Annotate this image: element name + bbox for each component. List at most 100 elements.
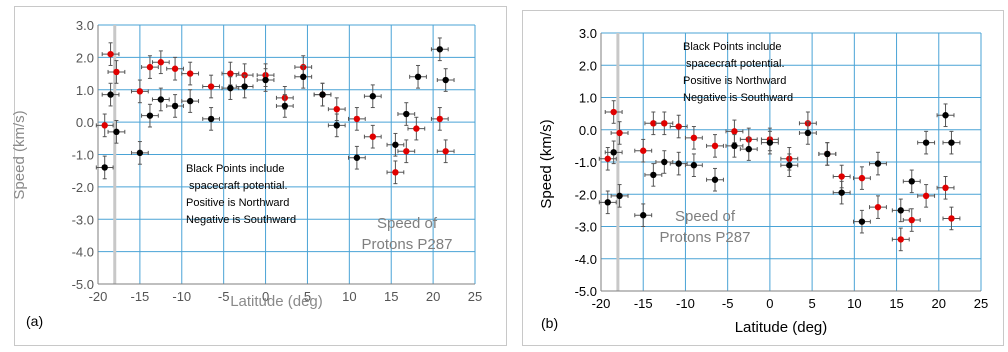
red-point-marker [113, 68, 120, 76]
x-axis-label: Latitude (deg) [230, 293, 323, 310]
red-point-marker [874, 203, 882, 211]
black-point-marker [319, 91, 326, 98]
y-tick-label: -1.0 [72, 148, 94, 163]
black-data-point [832, 180, 851, 205]
black-point-marker [838, 189, 845, 196]
red-data-point [942, 206, 961, 231]
black-point-marker [136, 149, 144, 157]
red-point-marker [171, 65, 179, 72]
chart-title-line: Protons P287 [660, 229, 751, 246]
black-data-point [869, 151, 887, 176]
black-data-point [917, 130, 936, 155]
black-point-marker [262, 76, 269, 84]
x-tick-label: 10 [342, 289, 356, 304]
black-point-marker [610, 149, 617, 156]
red-point-marker [616, 129, 623, 137]
chart-a: -5.0 -4.0 -3.0 -2.0 -1.0 0.0 1.0 2.0 3.0 -20 -15 -1… [11, 18, 482, 329]
black-data-point [818, 142, 837, 166]
y-axis-label: Speed (km/s) [538, 119, 555, 208]
annotation-line: Black Points include [186, 163, 284, 175]
black-data-point [891, 198, 910, 223]
red-data-point [131, 79, 149, 104]
black-point-marker [661, 158, 668, 166]
red-point-marker [146, 63, 154, 71]
red-point-marker [675, 123, 682, 130]
annotation-line: spacecraft potential. [186, 180, 288, 192]
black-data-point [706, 167, 724, 192]
black-point-marker [786, 162, 793, 169]
x-tick-label: -10 [676, 296, 695, 311]
black-point-marker [157, 96, 165, 103]
black-point-marker [171, 102, 179, 110]
black-data-point [202, 107, 220, 131]
x-tick-label: 20 [932, 296, 946, 311]
black-point-marker [731, 142, 738, 150]
red-point-marker [136, 88, 144, 95]
black-data-point [107, 120, 126, 144]
y-tick-label: 0.0 [76, 115, 94, 130]
x-tick-label: 5 [304, 289, 311, 304]
black-point-marker [241, 83, 248, 90]
red-data-point [891, 227, 910, 252]
black-point-marker [146, 112, 154, 119]
black-point-marker [766, 139, 774, 146]
black-data-point [275, 94, 294, 118]
black-data-point [942, 130, 961, 155]
y-tick-label: 0.0 [579, 123, 597, 138]
black-point-marker [640, 212, 647, 219]
red-data-point [902, 208, 921, 232]
red-data-point [634, 138, 653, 163]
black-data-point [409, 64, 427, 89]
black-data-point [235, 74, 254, 99]
x-tick-label: -20 [592, 296, 611, 311]
black-point-marker [113, 128, 120, 136]
y-tick-label: 2.0 [579, 58, 597, 73]
red-data-point [869, 195, 887, 219]
black-data-point [684, 153, 703, 178]
black-point-marker [414, 73, 422, 81]
black-point-marker [650, 171, 657, 179]
red-point-marker [392, 169, 399, 176]
annotation-line: Positive is Northward [186, 197, 289, 209]
black-point-marker [101, 164, 108, 171]
black-data-point [256, 68, 275, 92]
red-point-marker [186, 70, 194, 77]
black-data-point [798, 121, 817, 145]
black-point-marker [874, 160, 882, 167]
black-data-point [644, 163, 663, 187]
x-tick-label: 0 [262, 289, 269, 304]
red-data-point [669, 114, 688, 139]
y-tick-label: 2.0 [76, 50, 94, 65]
y-tick-label: 3.0 [76, 18, 94, 33]
x-tick-label: 15 [889, 296, 903, 311]
red-point-marker [858, 174, 866, 182]
red-point-marker [413, 125, 420, 132]
black-point-marker [942, 112, 949, 119]
black-data-point [610, 184, 629, 208]
black-data-point [725, 134, 744, 158]
red-data-point [107, 60, 126, 84]
annotation-line: Negative is Southward [683, 92, 793, 104]
black-point-marker [824, 150, 831, 158]
red-data-point [181, 61, 200, 86]
black-point-marker [369, 93, 376, 100]
x-tick-label: -5 [218, 289, 230, 304]
red-point-marker [922, 192, 930, 200]
black-point-marker [333, 122, 340, 129]
black-data-point [760, 130, 779, 155]
black-data-point [397, 102, 416, 126]
x-tick-label: 25 [974, 296, 988, 311]
black-data-point [436, 68, 455, 92]
panel-a-frame [14, 6, 507, 346]
red-point-marker [897, 236, 904, 243]
panel-label: (a) [26, 313, 43, 329]
red-point-marker [333, 105, 340, 113]
black-data-point [131, 141, 149, 165]
red-data-point [202, 74, 220, 99]
annotation-line: Positive is Northward [683, 75, 786, 87]
x-tick-label: 0 [766, 296, 773, 311]
y-tick-label: -2.0 [575, 187, 597, 202]
black-data-point [739, 137, 758, 161]
black-point-marker [616, 192, 623, 200]
